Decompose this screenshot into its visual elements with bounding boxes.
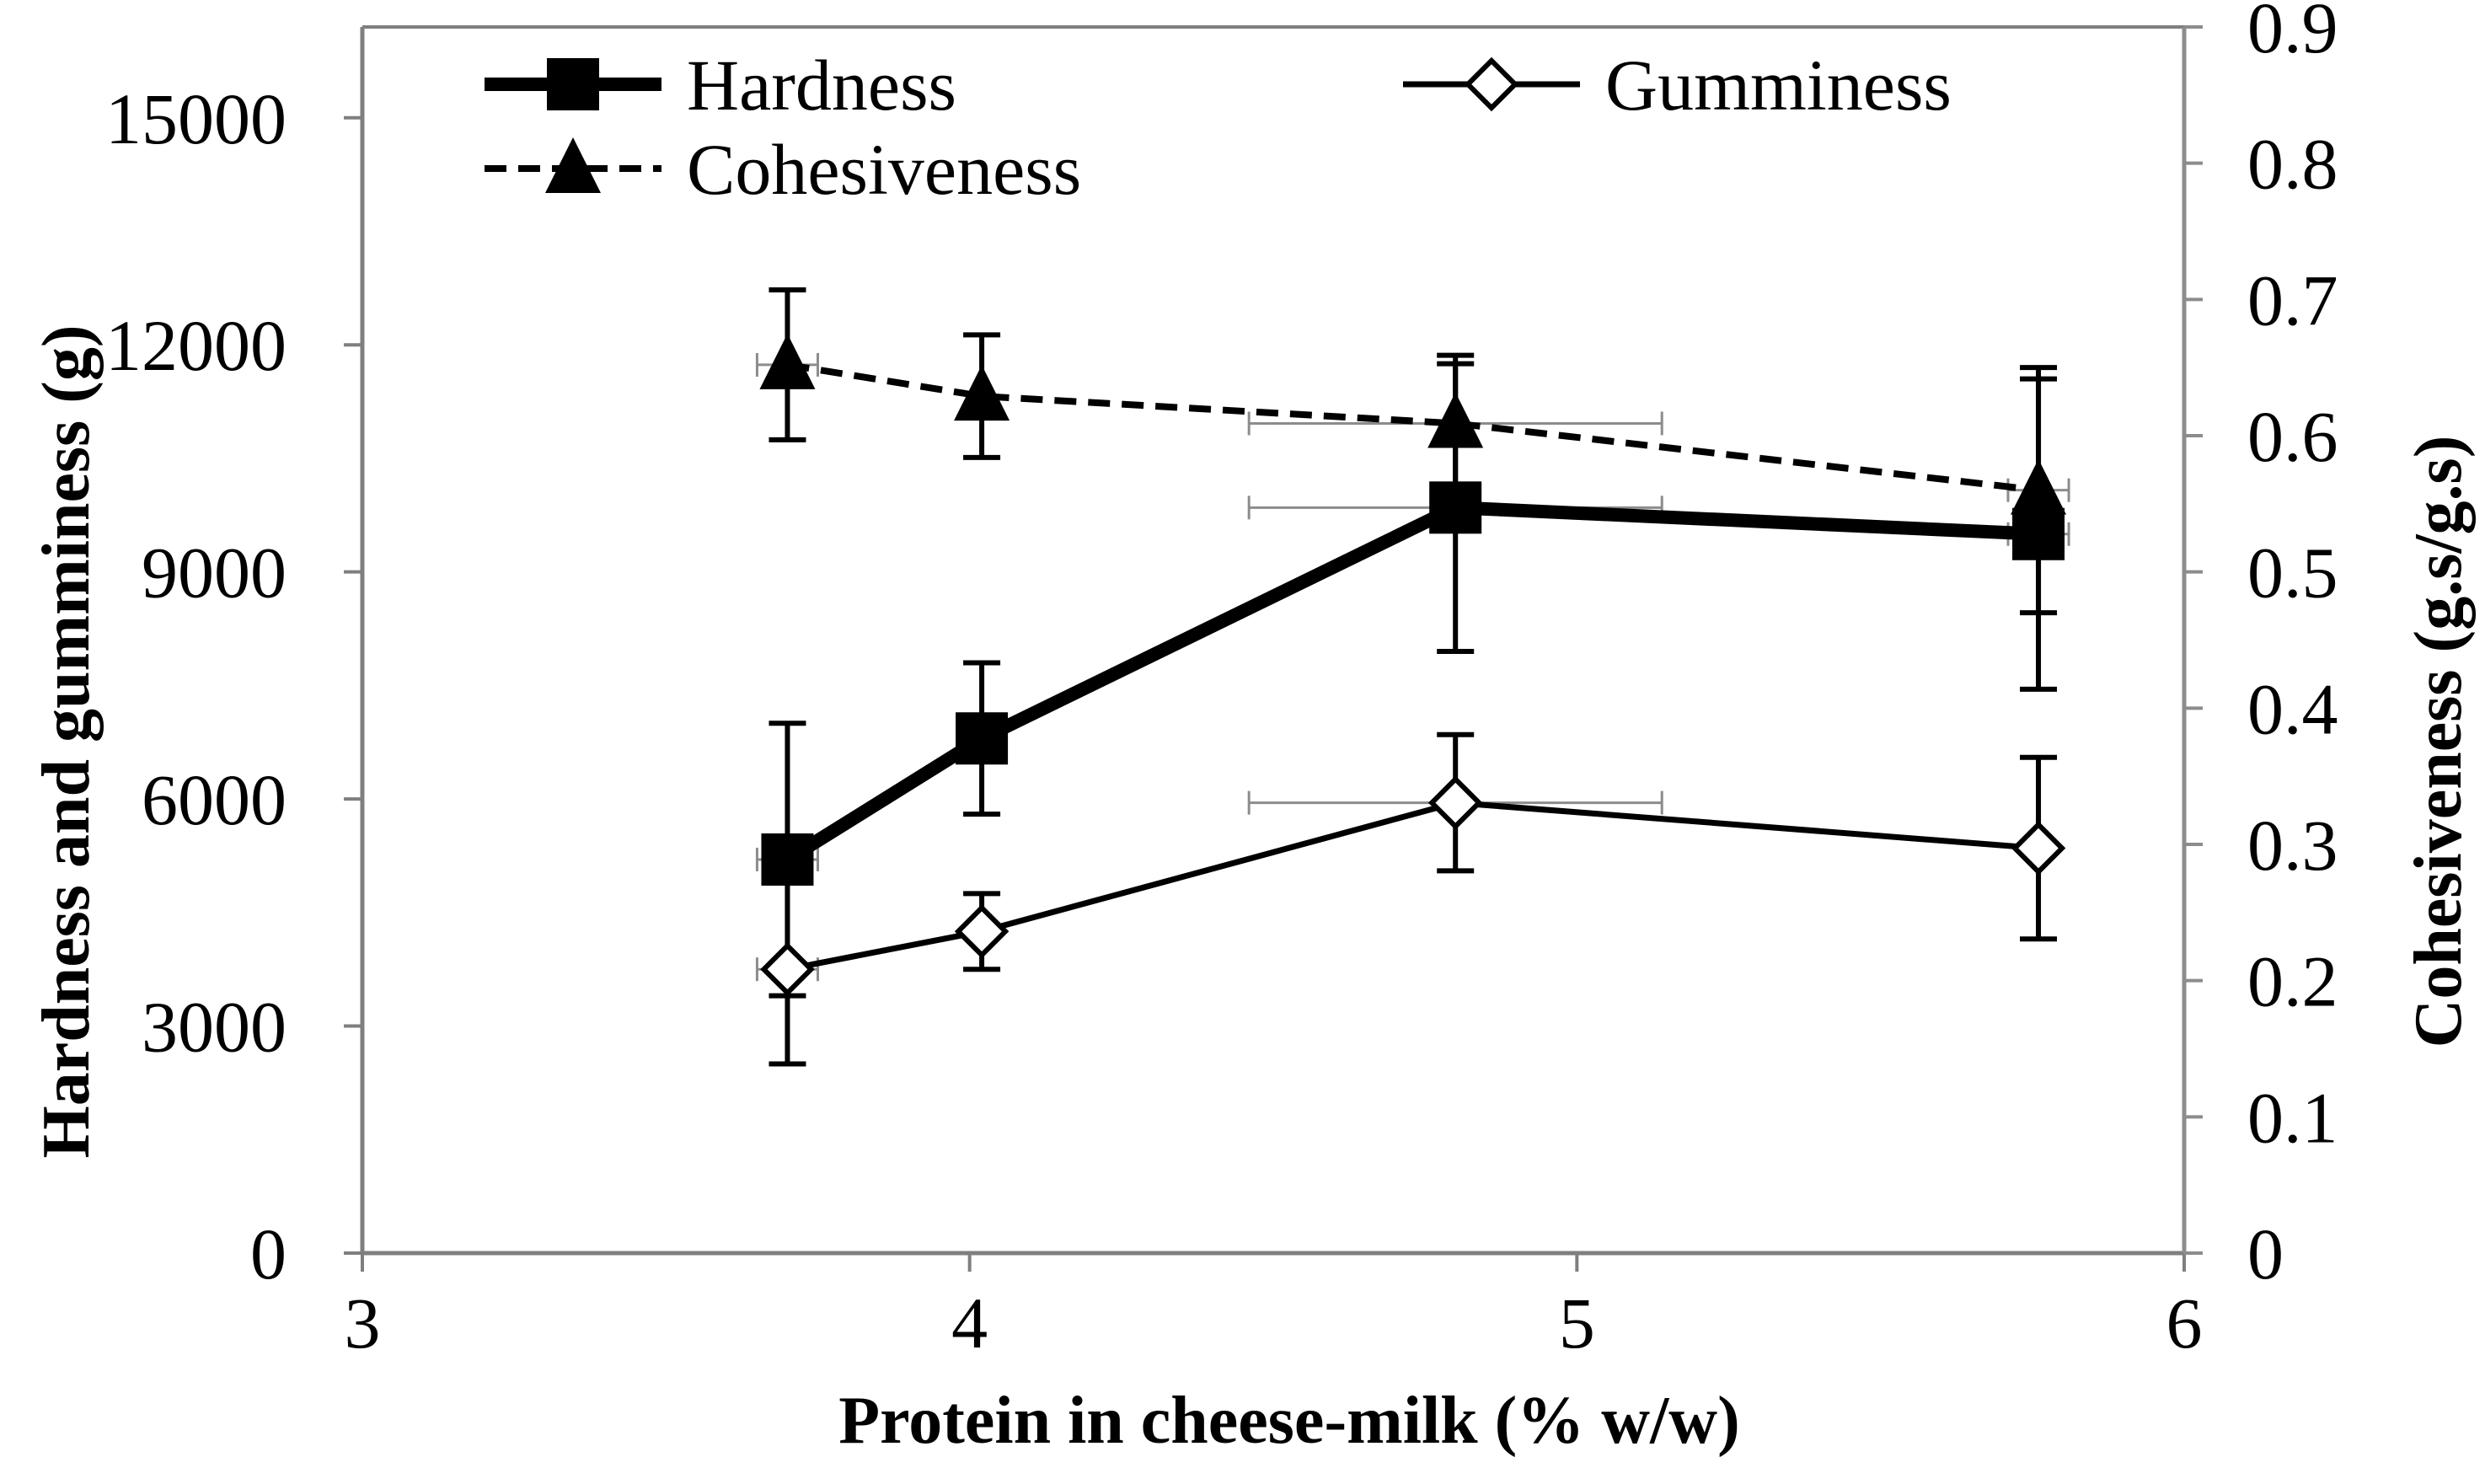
gumminess-series-line bbox=[786, 800, 2039, 972]
gumminess-marker bbox=[2011, 821, 2066, 876]
y-right-tick-label: 0.1 bbox=[2247, 1077, 2338, 1158]
y-left-tick-label: 3000 bbox=[142, 987, 287, 1068]
cohesiveness-marker bbox=[954, 365, 1010, 421]
hardness-marker bbox=[2012, 507, 2065, 560]
y-axis-left-title: Hardness and gumminess (g) bbox=[29, 324, 104, 1158]
hardness-marker bbox=[956, 712, 1009, 765]
legend-marker-hardness bbox=[547, 58, 599, 110]
gumminess-marker bbox=[1427, 775, 1483, 830]
legend-marker-cohesiveness bbox=[545, 137, 601, 193]
y-left-tick-label: 9000 bbox=[142, 533, 287, 613]
hardness-series-line bbox=[784, 501, 2039, 865]
x-tick-label: 3 bbox=[345, 1283, 381, 1363]
x-axis-title: Protein in cheese-milk (% w/w) bbox=[838, 1384, 1739, 1458]
y-left-tick-label: 6000 bbox=[142, 759, 287, 840]
gumminess-marker bbox=[760, 941, 815, 997]
x-tick-label: 5 bbox=[1559, 1283, 1595, 1363]
cohesiveness-marker bbox=[759, 333, 816, 389]
y-left-tick-label: 12000 bbox=[105, 305, 287, 386]
gumminess-marker bbox=[954, 904, 1010, 959]
y-right-tick-label: 0 bbox=[2247, 1213, 2284, 1294]
legend: Hardness Gumminess Cohesiveness bbox=[485, 45, 1952, 210]
x-tick-label: 4 bbox=[951, 1283, 988, 1363]
y-left-tick-label: 15000 bbox=[105, 78, 287, 159]
y-right-tick-label: 0.4 bbox=[2247, 668, 2338, 749]
y-right-tick-label: 0.6 bbox=[2247, 396, 2338, 477]
series-lines-layer bbox=[784, 361, 2039, 972]
y-axis-right-title: Cohesiveness (g.s/g.s) bbox=[2402, 436, 2476, 1048]
x-tick-label: 6 bbox=[2166, 1283, 2203, 1363]
y-left-tick-label: 0 bbox=[250, 1213, 287, 1294]
y-right-tick-label: 0.7 bbox=[2247, 260, 2338, 340]
markers-layer bbox=[759, 333, 2067, 997]
legend-label-hardness: Hardness bbox=[687, 45, 956, 126]
y-right-tick-label: 0.3 bbox=[2247, 805, 2338, 886]
cohesiveness-series-line bbox=[786, 361, 2039, 494]
hardness-marker bbox=[1429, 481, 1482, 534]
y-right-tick-label: 0.9 bbox=[2247, 0, 2338, 68]
y-right-tick-label: 0.8 bbox=[2247, 124, 2338, 205]
hardness-marker bbox=[761, 833, 814, 886]
y-right-tick-label: 0.2 bbox=[2247, 941, 2338, 1022]
cohesiveness-marker bbox=[2011, 458, 2067, 515]
legend-marker-gumminess bbox=[1464, 56, 1519, 112]
cohesiveness-marker bbox=[1427, 392, 1484, 448]
legend-label-cohesiveness: Cohesiveness bbox=[687, 129, 1081, 210]
y-right-tick-label: 0.5 bbox=[2247, 533, 2338, 613]
legend-label-gumminess: Gumminess bbox=[1605, 45, 1952, 126]
ticks-layer: 3 4 5 60300060009000120001500000.10.20.30.4… bbox=[105, 0, 2338, 1363]
